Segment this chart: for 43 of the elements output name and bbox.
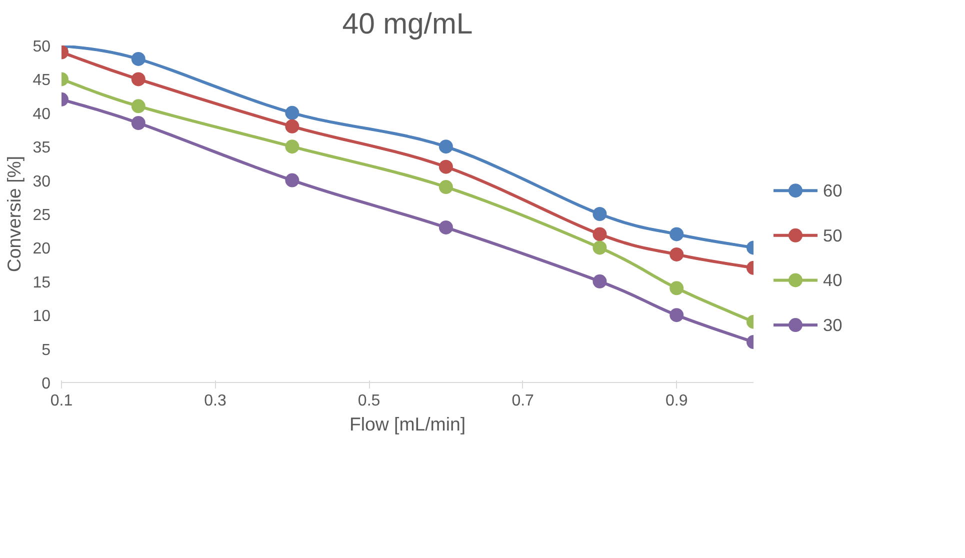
point: [592, 274, 607, 288]
legend-label: 40: [823, 270, 842, 290]
point: [131, 52, 146, 66]
y-tick-label: 15: [32, 274, 51, 292]
x-tick-label: 0.9: [665, 392, 688, 410]
point: [670, 308, 684, 322]
y-tick-label: 25: [32, 207, 51, 224]
x-tick-label: 0.1: [50, 392, 73, 410]
point: [285, 119, 300, 134]
y-tick-label: 30: [32, 173, 51, 190]
y-tick-label: 0: [42, 376, 51, 392]
chart-title: 40 mg/mL: [342, 8, 473, 40]
x-tick-label: 0.7: [512, 392, 534, 410]
legend-label: 60: [823, 180, 842, 201]
legend-label: 50: [823, 225, 842, 246]
point: [592, 207, 607, 221]
point: [285, 140, 300, 154]
point: [438, 140, 453, 154]
y-axis-title: Conversie [%]: [4, 156, 25, 272]
y-tick-label: 5: [42, 342, 51, 359]
point: [438, 160, 453, 174]
y-tick-label: 35: [32, 140, 51, 157]
y-tick-label: 20: [32, 240, 51, 258]
point: [285, 173, 300, 188]
point: [131, 99, 146, 114]
point: [131, 116, 146, 130]
point: [592, 227, 607, 242]
y-tick-label: 40: [32, 106, 51, 123]
x-tick-label: 0.3: [204, 392, 226, 410]
point: [592, 240, 607, 255]
point: [670, 247, 684, 262]
point: [131, 72, 146, 86]
point: [438, 220, 453, 234]
y-tick-label: 10: [32, 308, 51, 326]
point: [438, 180, 453, 194]
y-tick-label: 45: [32, 72, 51, 90]
x-tick-label: 0.5: [358, 392, 380, 410]
x-axis-title: Flow [mL/min]: [349, 414, 466, 434]
y-tick-label: 50: [32, 38, 51, 56]
point: [670, 281, 684, 296]
point: [670, 227, 684, 242]
legend-label: 30: [823, 315, 842, 336]
point: [285, 106, 300, 120]
